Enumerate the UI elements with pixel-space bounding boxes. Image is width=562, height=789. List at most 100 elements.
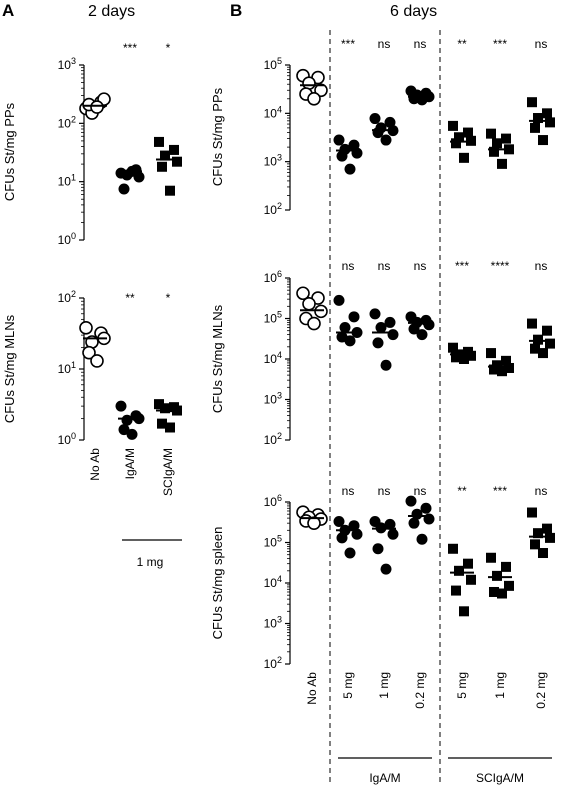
chart3-point-filled-circle (339, 321, 351, 333)
chart3-point-filled-circle (384, 316, 396, 328)
chart4-point-filled-circle (380, 563, 392, 575)
chart4-point-filled-square (454, 565, 464, 576)
chart2-point-filled-square (538, 135, 548, 146)
chart4-point-filled-circle (372, 543, 384, 555)
chart4-significance-label: ns (535, 484, 548, 498)
chart4-point-filled-square (492, 570, 502, 581)
chart1-point-filled-circle (121, 414, 133, 426)
chart0-point-open-circle (90, 100, 104, 114)
chart3-point-filled-circle (387, 329, 399, 341)
chart3-y-tick-label: 106 (264, 269, 282, 285)
chart1-point-filled-square (165, 422, 175, 433)
chart2-point-filled-square (545, 117, 555, 128)
chart4-point-filled-circle (408, 517, 420, 529)
chart3-significance-label: **** (491, 259, 510, 273)
chart3-point-open-circle (314, 304, 328, 319)
chart3-point-filled-square (486, 348, 496, 359)
chart3-point-open-circle (302, 297, 316, 311)
chart0-significance-label: *** (123, 41, 137, 55)
x-label-b-2: 1 mg (377, 672, 391, 699)
chart2-significance-label: *** (493, 37, 507, 51)
chart3-point-filled-square (451, 352, 461, 363)
chart4-point-filled-square (459, 606, 469, 617)
chart4-point-filled-square (530, 539, 540, 550)
chart1-y-tick-label: 100 (58, 431, 76, 447)
chart4-y-tick-label: 102 (264, 655, 282, 671)
chart2-point-filled-square (463, 127, 473, 138)
chart1-y-tick-label: 101 (58, 360, 76, 376)
chart4-point-filled-circle (416, 533, 428, 545)
x-label-b-6: 0.2 mg (534, 672, 548, 709)
chart3-significance-label: *** (455, 259, 469, 273)
chart1-point-open-circle (79, 321, 93, 335)
chart1-y-axis-label: CFUs St/mg MLNs (2, 314, 17, 423)
chart3-y-axis-label: CFUs St/mg MLNs (210, 304, 225, 413)
chart4-point-filled-circle (384, 518, 396, 530)
chart4-point-filled-square (501, 561, 511, 572)
chart4-point-filled-circle (333, 516, 345, 528)
chart3-point-filled-circle (375, 321, 387, 333)
chart3-point-filled-circle (408, 323, 420, 335)
chart4-significance-label: ns (378, 484, 391, 498)
chart4-point-filled-circle (420, 502, 432, 514)
chart4-point-filled-square (497, 588, 507, 599)
chart4-point-filled-circle (351, 528, 363, 540)
chart4-point-filled-circle (405, 495, 417, 507)
chart3-y-tick-label: 104 (264, 350, 282, 366)
chart3-point-filled-square (459, 354, 469, 364)
chart2-point-filled-square (497, 158, 507, 169)
chart1-point-filled-square (157, 418, 167, 429)
chart2-point-filled-square (501, 133, 511, 144)
chart3-point-filled-circle (348, 311, 360, 323)
chart3-point-filled-square (504, 362, 514, 373)
chart3-point-open-circle (296, 286, 310, 301)
chart2-y-tick-label: 102 (264, 201, 282, 217)
chart1-point-open-circle (90, 354, 104, 368)
chart1-point-filled-circle (115, 400, 127, 412)
chart4-point-filled-square (527, 507, 537, 518)
chart0-y-tick-label: 103 (58, 56, 76, 72)
chart3-point-filled-circle (344, 335, 356, 347)
panel-title-a: 2 days (88, 3, 135, 20)
x-label-b-3: 0.2 mg (413, 672, 427, 709)
x-label-a-1: IgA/M (123, 448, 137, 479)
chart2-point-filled-square (454, 132, 464, 143)
chart2-significance-label: ns (378, 37, 391, 51)
chart4-point-filled-circle (344, 547, 356, 559)
chart3-point-filled-square (489, 364, 499, 375)
chart2-y-tick-label: 105 (264, 56, 282, 72)
chart3-significance-label: ns (414, 259, 427, 273)
chart4-point-filled-circle (387, 528, 399, 540)
chart2-point-filled-square (486, 128, 496, 139)
chart1-point-filled-square (154, 399, 164, 410)
chart2-significance-label: *** (341, 37, 355, 51)
chart3-point-filled-square (497, 366, 507, 377)
x-label-b-0: No Ab (305, 672, 319, 705)
chart3-point-filled-circle (333, 294, 345, 306)
chart2-point-filled-square (489, 146, 499, 157)
chart4-point-filled-square (545, 532, 555, 543)
chart0-point-filled-square (172, 156, 182, 167)
chart0-point-filled-square (169, 144, 179, 155)
chart4-point-filled-square (542, 523, 552, 534)
chart2-point-filled-square (492, 138, 502, 149)
panel-title-b: 6 days (390, 3, 437, 20)
chart2-point-filled-square (533, 113, 543, 124)
chart3-point-filled-square (530, 343, 540, 354)
chart2-significance-label: ns (414, 37, 427, 51)
chart0-significance-label: * (166, 41, 171, 55)
chart2-point-filled-square (459, 152, 469, 163)
chart3-y-tick-label: 102 (264, 431, 282, 447)
chart2-point-filled-square (530, 122, 540, 133)
chart2-point-filled-circle (369, 113, 381, 125)
panel-letter-a: A (2, 1, 14, 20)
chart2-point-filled-circle (380, 134, 392, 146)
chart3-significance-label: ns (342, 259, 355, 273)
chart3-point-filled-circle (380, 359, 392, 371)
x-label-a-0: No Ab (88, 448, 102, 481)
chart3-point-filled-square (466, 350, 476, 361)
chart4-significance-label: *** (493, 484, 507, 498)
chart0-point-filled-square (165, 185, 175, 196)
chart3-point-filled-square (448, 342, 458, 353)
